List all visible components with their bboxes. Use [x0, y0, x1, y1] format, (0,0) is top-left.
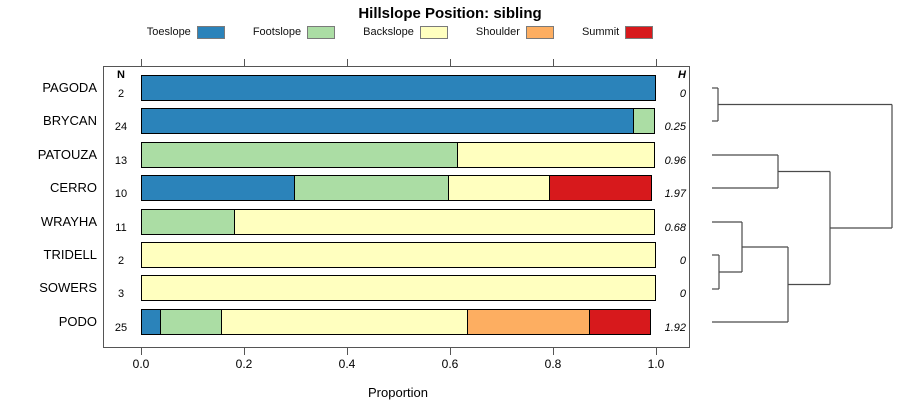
h-value: 1.92 — [664, 321, 686, 334]
x-tick-top — [450, 59, 451, 66]
n-value: 10 — [114, 188, 128, 201]
plot-box — [103, 66, 690, 348]
x-axis-label: Proportion — [368, 385, 428, 400]
x-tick-label: 0.8 — [544, 357, 562, 371]
n-value: 25 — [114, 321, 128, 334]
legend-item-footslope: Footslope — [252, 25, 336, 39]
bar-segment-brycan-footslope — [633, 108, 655, 135]
x-tick-bottom — [141, 348, 142, 355]
row-label-cerro: CERRO — [50, 180, 97, 196]
bar-segment-patouza-backslope — [456, 141, 655, 168]
h-value: 0.25 — [664, 121, 686, 134]
chart-title: Hillslope Position: sibling — [358, 5, 542, 22]
legend-label: Toeslope — [146, 26, 191, 38]
bar-segment-cerro-backslope — [447, 175, 551, 202]
bar-segment-podo-backslope — [221, 308, 469, 335]
x-tick-label: 0.6 — [441, 357, 459, 371]
bar-segment-cerro-summit — [549, 175, 653, 202]
h-value: 0.96 — [664, 154, 686, 167]
bar-segment-pagoda-toeslope — [141, 75, 656, 101]
legend-item-shoulder: Shoulder — [475, 25, 554, 39]
x-tick-label: 1.0 — [647, 357, 665, 371]
legend-item-summit: Summit — [581, 25, 654, 39]
row-label-tridell: TRIDELL — [43, 247, 97, 262]
n-value: 2 — [117, 88, 125, 100]
bar-segment-tridell-backslope — [141, 242, 656, 268]
n-value: 13 — [114, 154, 128, 167]
bar-segment-podo-shoulder — [467, 308, 591, 335]
x-tick-bottom — [553, 348, 554, 355]
h-value: 0 — [679, 255, 686, 267]
x-tick-bottom — [450, 348, 451, 355]
x-tick-top — [656, 59, 657, 66]
bar-segment-cerro-toeslope — [141, 175, 296, 202]
x-tick-bottom — [244, 348, 245, 355]
x-tick-label: 0.0 — [132, 357, 150, 371]
row-label-pagoda: PAGODA — [42, 80, 97, 95]
h-value: 0.68 — [664, 221, 686, 234]
legend-swatch-summit — [625, 25, 654, 39]
bar-segment-wrayha-backslope — [233, 208, 655, 235]
legend-swatch-backslope — [419, 25, 448, 39]
bar-row-brycan — [141, 108, 656, 135]
x-tick-bottom — [656, 348, 657, 355]
legend-label: Summit — [581, 26, 620, 38]
bar-row-wrayha — [141, 208, 656, 235]
h-column-header: H — [678, 69, 686, 81]
x-tick-bottom — [347, 348, 348, 355]
dendrogram — [712, 87, 893, 323]
bar-row-sowers — [141, 275, 656, 302]
x-tick-label: 0.2 — [235, 357, 253, 371]
bar-segment-wrayha-footslope — [141, 208, 235, 235]
legend-label: Footslope — [252, 26, 302, 38]
h-value: 0 — [679, 288, 686, 301]
x-tick-top — [141, 59, 142, 66]
bar-row-pagoda — [141, 75, 656, 101]
row-label-podo: PODO — [58, 313, 97, 329]
bar-segment-podo-summit — [589, 308, 652, 335]
legend-swatch-shoulder — [525, 25, 554, 39]
legend: Toeslope Footslope Backslope Shoulder Summit — [103, 24, 697, 40]
legend-label: Shoulder — [475, 26, 520, 38]
bar-segment-podo-footslope — [160, 308, 223, 335]
x-tick-top — [244, 59, 245, 66]
row-label-sowers: SOWERS — [39, 280, 97, 296]
legend-item-backslope: Backslope — [363, 25, 448, 39]
n-value: 3 — [117, 288, 125, 301]
bar-row-cerro — [141, 175, 656, 202]
bar-row-patouza — [141, 141, 656, 168]
n-value: 2 — [117, 255, 125, 267]
x-tick-top — [347, 59, 348, 66]
bar-segment-cerro-footslope — [294, 175, 449, 202]
row-label-patouza: PATOUZA — [37, 146, 97, 162]
x-tick-label: 0.4 — [338, 357, 356, 371]
bar-segment-sowers-backslope — [141, 275, 656, 302]
x-tick-top — [553, 59, 554, 66]
bar-segment-brycan-toeslope — [141, 108, 635, 135]
h-value: 1.97 — [664, 188, 686, 201]
legend-item-toeslope: Toeslope — [146, 25, 225, 39]
bar-segment-patouza-footslope — [141, 141, 458, 168]
n-column-header: N — [117, 69, 125, 81]
bar-row-podo — [141, 308, 656, 335]
row-label-brycan: BRYCAN — [43, 113, 97, 129]
legend-swatch-toeslope — [196, 25, 225, 39]
h-value: 0 — [679, 88, 686, 100]
legend-label: Backslope — [363, 26, 414, 38]
n-value: 11 — [115, 221, 127, 234]
bar-row-tridell — [141, 242, 656, 268]
row-label-wrayha: WRAYHA — [40, 213, 97, 229]
bar-segment-podo-toeslope — [141, 308, 162, 335]
legend-swatch-footslope — [307, 25, 336, 39]
n-value: 24 — [114, 121, 128, 134]
